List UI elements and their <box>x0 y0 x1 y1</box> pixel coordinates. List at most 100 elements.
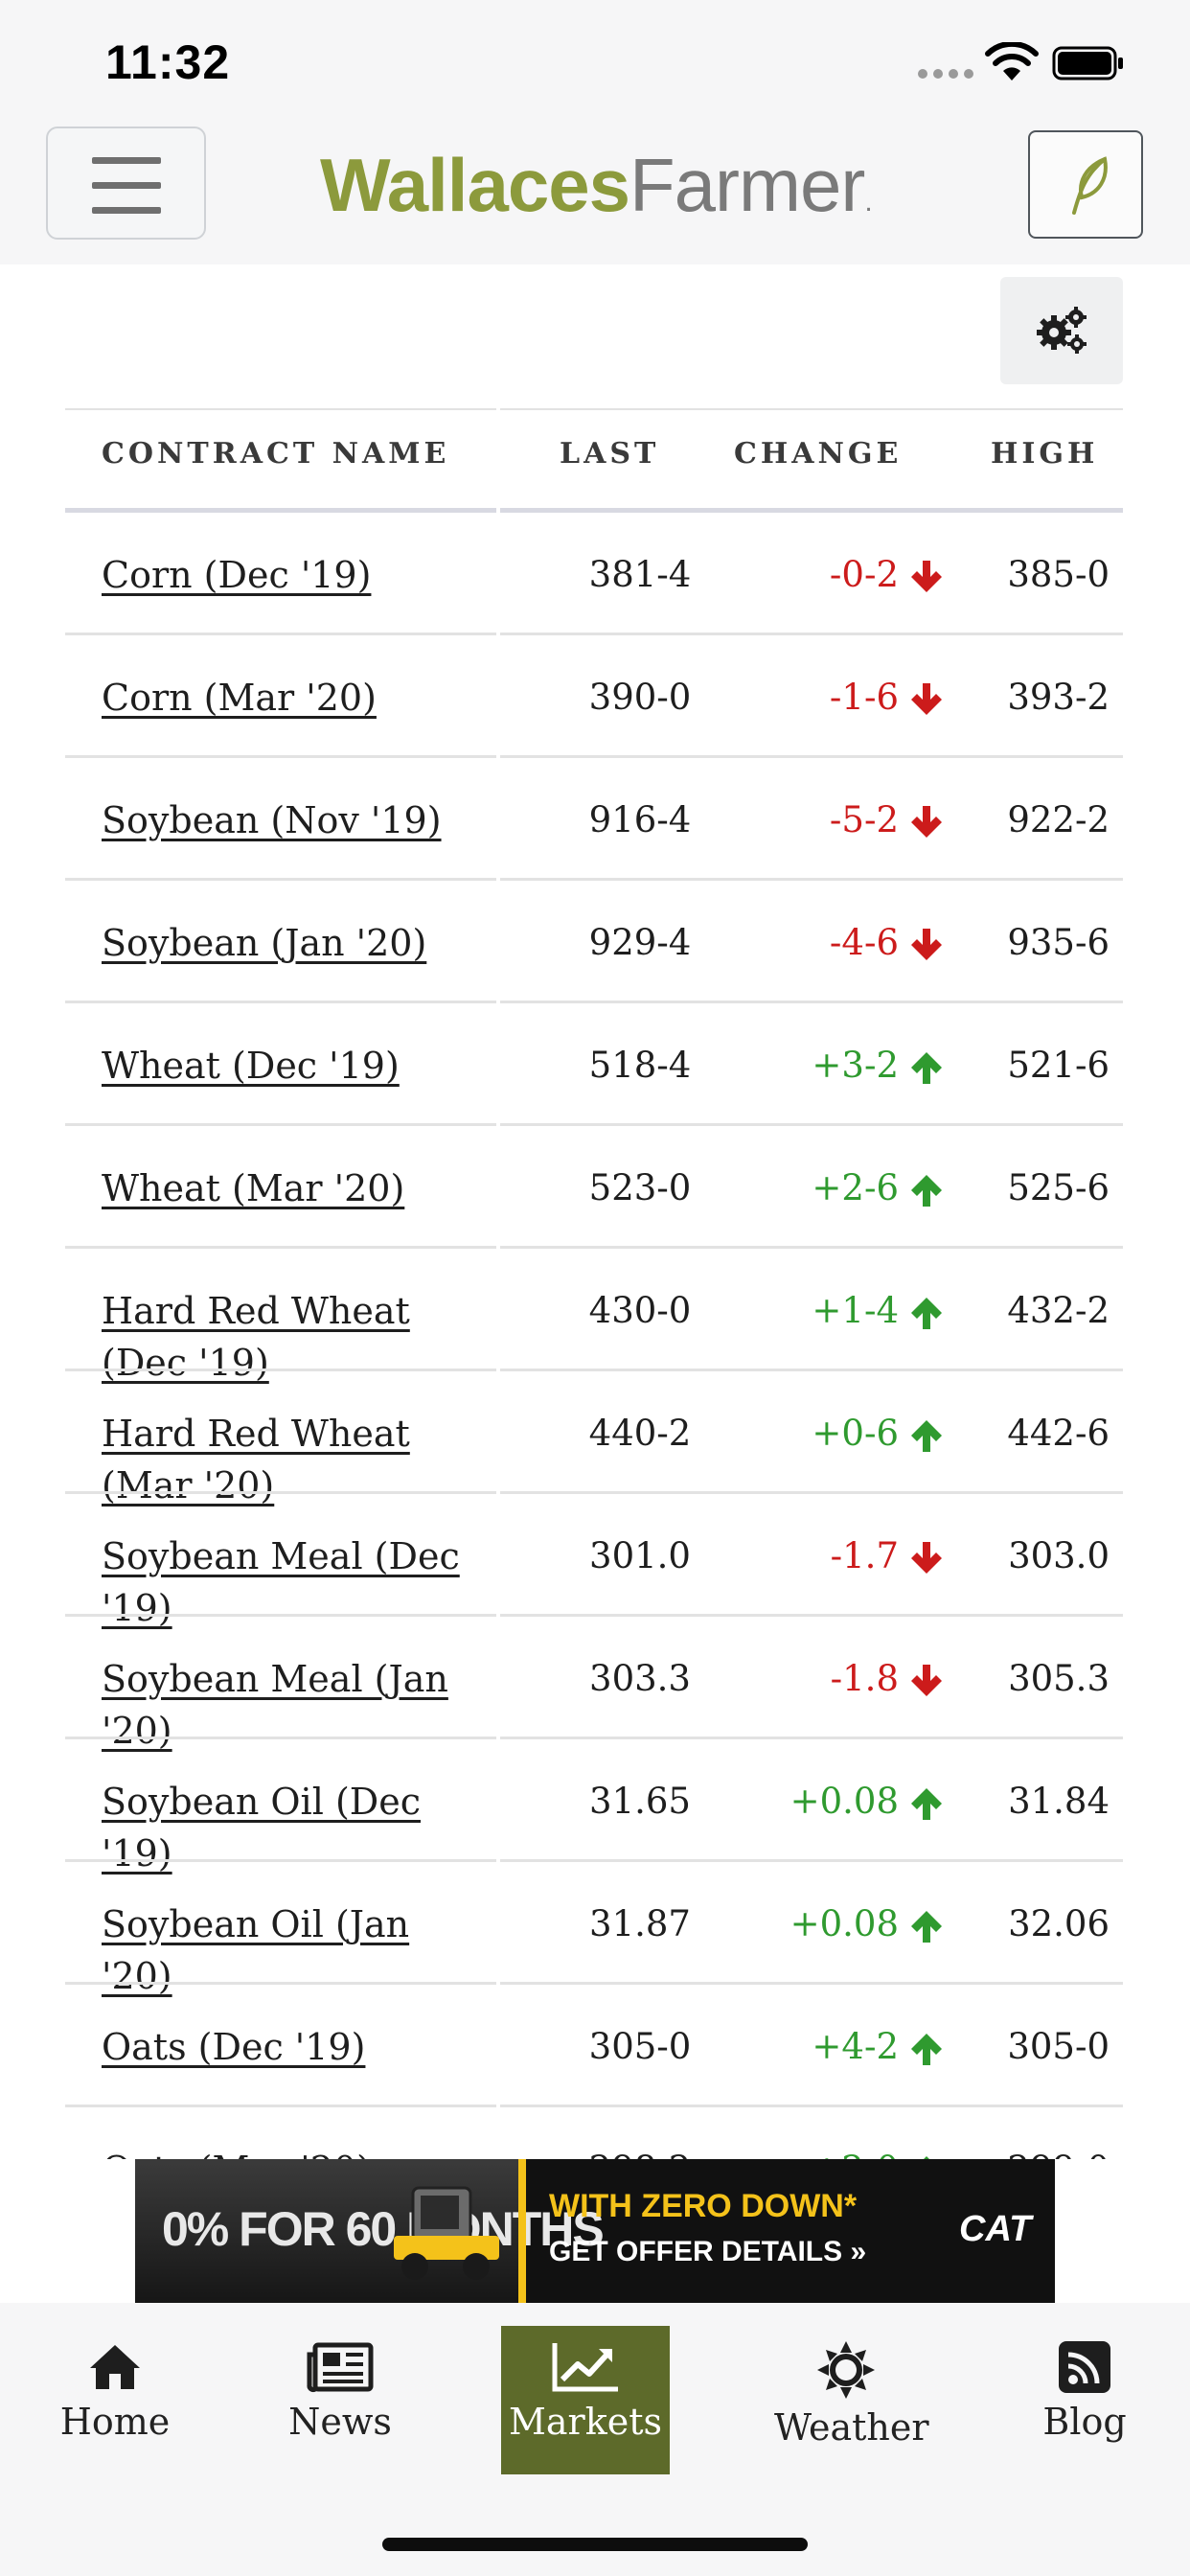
ad-cta[interactable]: GET OFFER DETAILS » <box>549 2236 867 2267</box>
arrow-up-icon <box>911 1175 942 1207</box>
table-row[interactable]: Hard Red Wheat (Dec '19) 430-0 +1-4 432-2 <box>65 1249 1123 1384</box>
ad-headline: WITH ZERO DOWN* <box>549 2188 858 2224</box>
contract-name-link[interactable]: Soybean (Nov '19) <box>102 799 442 841</box>
contract-name-link[interactable]: Corn (Mar '20) <box>102 677 377 719</box>
price-change-value: -1.7 <box>830 1535 899 1576</box>
table-row[interactable]: Wheat (Mar '20) 523-0 +2-6 525-6 <box>65 1126 1123 1249</box>
nav-markets[interactable]: Markets <box>501 2326 670 2474</box>
contract-name-link[interactable]: Corn (Dec '19) <box>102 554 372 596</box>
price-change: +2-6 <box>736 1162 947 1214</box>
contract-name-link[interactable]: Wheat (Mar '20) <box>102 1167 405 1209</box>
contract-name-link[interactable]: Oats (Mar '20) <box>102 2144 485 2159</box>
price-change-value: +0-6 <box>812 1413 899 1454</box>
price-change: -1.8 <box>736 1653 947 1705</box>
high-price: 385-0 <box>1007 554 1110 595</box>
arrow-up-icon <box>911 1420 942 1452</box>
status-time: 11:32 <box>105 35 231 89</box>
high-price: 305-0 <box>1007 2026 1110 2067</box>
arrow-down-icon <box>911 1542 942 1574</box>
table-row[interactable]: Corn (Mar '20) 390-0 -1-6 393-2 <box>65 635 1123 758</box>
contract-name-link[interactable]: Hard Red Wheat (Dec '19) <box>102 1290 410 1384</box>
last-price: 430-0 <box>588 1290 692 1331</box>
nav-blog[interactable]: Blog <box>1037 2326 1133 2474</box>
high-price: 935-6 <box>1007 922 1110 963</box>
battery-icon <box>1052 46 1123 80</box>
high-price: 393-2 <box>1007 677 1110 718</box>
price-change: -5-2 <box>736 794 947 846</box>
high-price: 922-2 <box>1007 799 1110 840</box>
contract-name-link[interactable]: Soybean Oil (Jan '20) <box>102 1903 410 1997</box>
table-row[interactable]: Soybean Meal (Dec '19) 301.0 -1.7 303.0 <box>65 1494 1123 1629</box>
nav-home-label: Home <box>59 2401 171 2443</box>
price-change-value: -5-2 <box>829 799 899 840</box>
price-change: -4-6 <box>736 917 947 969</box>
last-price: 929-4 <box>588 922 692 963</box>
price-change-value: +0.08 <box>790 1781 899 1822</box>
table-row[interactable]: Soybean Oil (Jan '20) 31.87 +0.08 32.06 <box>65 1862 1123 1997</box>
contract-name-link[interactable]: Hard Red Wheat (Mar '20) <box>102 1413 410 1506</box>
nav-home[interactable]: Home <box>48 2326 182 2474</box>
header-contract-name[interactable]: CONTRACT NAME <box>102 437 450 471</box>
newspaper-icon <box>307 2342 374 2393</box>
table-row[interactable]: Soybean (Jan '20) 929-4 -4-6 935-6 <box>65 881 1123 1003</box>
last-price: 31.87 <box>589 1903 691 1944</box>
high-price: 32.06 <box>1008 1903 1110 1944</box>
settings-button[interactable] <box>1000 277 1123 384</box>
arrow-up-icon <box>911 1911 942 1943</box>
high-price: 31.84 <box>1008 1781 1110 1822</box>
table-row[interactable]: Wheat (Dec '19) 518-4 +3-2 521-6 <box>65 1003 1123 1126</box>
app-header: WallacesFarmer. <box>0 126 1190 264</box>
nav-weather[interactable]: Weather <box>774 2326 929 2474</box>
contract-name-link[interactable]: Soybean Oil (Dec '19) <box>102 1781 422 1874</box>
price-change: +0.08 <box>736 1776 947 1828</box>
contract-name-link[interactable]: Soybean Meal (Dec '19) <box>102 1535 460 1629</box>
table-body: Corn (Dec '19) 381-4 -0-2 385-0 Corn (Mar '2… <box>65 513 1123 2159</box>
arrow-down-icon <box>911 929 942 960</box>
leaf-button[interactable] <box>1028 130 1143 239</box>
table-row[interactable]: Soybean (Nov '19) 916-4 -5-2 922-2 <box>65 758 1123 881</box>
price-change-value: +2-6 <box>812 1167 899 1208</box>
table-row[interactable]: Corn (Dec '19) 381-4 -0-2 385-0 <box>65 513 1123 635</box>
contract-name-link[interactable]: Wheat (Dec '19) <box>102 1045 400 1087</box>
wifi-icon <box>985 42 1039 80</box>
high-price: 521-6 <box>1007 1045 1110 1086</box>
table-row[interactable]: Soybean Meal (Jan '20) 303.3 -1.8 305.3 <box>65 1617 1123 1752</box>
brand-logo[interactable]: WallacesFarmer. <box>320 143 873 227</box>
arrow-up-icon <box>924 2156 929 2159</box>
price-change-value: +2-0 <box>812 2149 899 2159</box>
header-change[interactable]: CHANGE <box>734 437 903 471</box>
gears-icon <box>1037 307 1087 354</box>
contract-name-link[interactable]: Soybean (Jan '20) <box>102 922 427 964</box>
last-price: 301.0 <box>589 1535 691 1576</box>
high-price: 303.0 <box>1008 1535 1110 1576</box>
price-change: -1.7 <box>736 1530 947 1582</box>
last-price: 303.3 <box>589 1658 691 1699</box>
price-change: +0-6 <box>736 1408 947 1460</box>
arrow-up-icon <box>911 1052 942 1084</box>
last-price: 440-2 <box>588 1413 692 1454</box>
contract-name-link[interactable]: Soybean Meal (Jan '20) <box>102 1658 448 1752</box>
nav-news[interactable]: News <box>278 2326 402 2474</box>
market-table: CONTRACT NAME LAST CHANGE HIGH Corn (Dec… <box>65 408 1123 2159</box>
last-price: 31.65 <box>589 1781 691 1822</box>
brand-name-part1: Wallaces <box>320 143 630 227</box>
header-last[interactable]: LAST <box>560 437 660 471</box>
header-high[interactable]: HIGH <box>991 437 1099 471</box>
high-price: 299-0 <box>947 2144 1110 2159</box>
table-row[interactable]: Soybean Oil (Dec '19) 31.65 +0.08 31.84 <box>65 1739 1123 1874</box>
price-change-value: -0-2 <box>829 554 899 595</box>
arrow-down-icon <box>911 806 942 838</box>
price-change-value: -1-6 <box>829 677 899 718</box>
last-price: 305-0 <box>588 2026 692 2067</box>
contract-name-link[interactable]: Oats (Dec '19) <box>102 2026 366 2068</box>
last-price: 298-2 <box>554 2144 726 2159</box>
table-row[interactable]: Oats (Dec '19) 305-0 +4-2 305-0 <box>65 1985 1123 2107</box>
price-change-value: +4-2 <box>812 2026 899 2067</box>
price-change: +0.08 <box>736 1898 947 1950</box>
ad-banner[interactable]: 0% FOR 60 MONTHS WITH ZERO DOWN* GET OFF… <box>135 2159 1055 2303</box>
price-change: +1-4 <box>736 1285 947 1337</box>
table-row[interactable]: Hard Red Wheat (Mar '20) 440-2 +0-6 442-6 <box>65 1371 1123 1506</box>
table-row[interactable]: Oats (Mar '20) 298-2 +2-0 299-0 <box>65 2107 1123 2159</box>
menu-button[interactable] <box>46 126 206 240</box>
nav-markets-label: Markets <box>508 2401 662 2443</box>
